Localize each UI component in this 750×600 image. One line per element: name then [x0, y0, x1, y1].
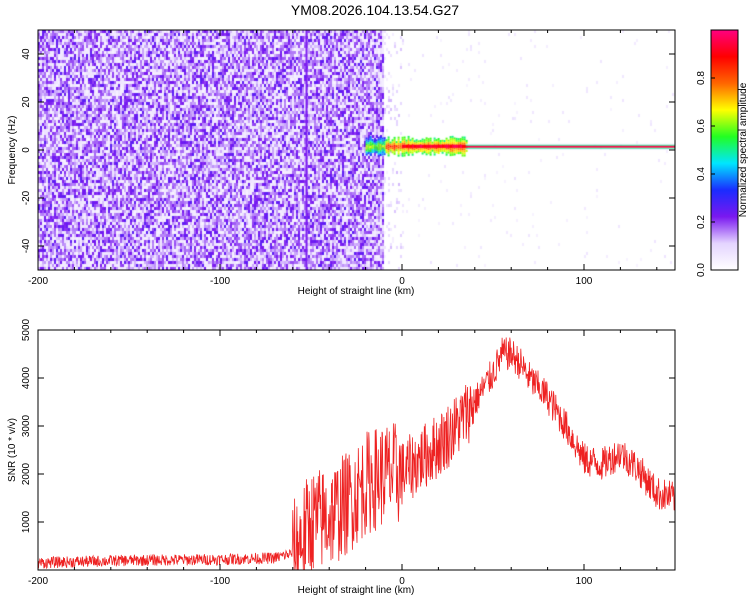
snr-x-tick-label: 100 — [576, 576, 593, 587]
colorbar-tick-label: 0.0 — [696, 263, 707, 277]
spectrogram-y-tick-label: -20 — [21, 190, 32, 205]
snr-y-tick-label: 4000 — [21, 366, 32, 389]
spectrogram-x-label: Height of straight line (km) — [298, 286, 415, 297]
spectrogram-y-tick-label: -40 — [21, 238, 32, 253]
colorbar-tick-label: 0.2 — [696, 215, 707, 229]
spectrogram-x-tick-label: -100 — [210, 276, 230, 287]
spectrogram-x-tick-label: -200 — [28, 276, 48, 287]
spectrogram-y-tick-label: 40 — [21, 48, 32, 60]
snr-y-tick-label: 3000 — [21, 414, 32, 437]
colorbar-ticks: 0.0 0.2 0.4 0.6 0.8 — [696, 71, 715, 277]
colorbar-tick-label: 0.4 — [696, 167, 707, 181]
figure-title: YM08.2026.104.13.54.G27 — [291, 2, 459, 18]
snr-x-tick-label: -200 — [28, 576, 48, 587]
snr-x-label: Height of straight line (km) — [298, 585, 415, 596]
snr-panel: -200 -100 0 100 1000 2000 3000 4000 5000 Height … — [7, 318, 676, 596]
spectrogram-y-tick-label: 20 — [21, 96, 32, 108]
spectrogram-y-tick-label: 0 — [21, 147, 32, 153]
spectrogram-plot-area — [38, 30, 675, 270]
colorbar-frame — [710, 29, 739, 271]
colorbar-tick-label: 0.8 — [696, 71, 707, 85]
snr-frame — [37, 329, 676, 571]
spectrogram-frame — [37, 29, 676, 271]
spectrogram-y-label: Frequency (Hz) — [7, 116, 18, 185]
colorbar: 0.0 0.2 0.4 0.6 0.8 Normalized spectral ampl… — [696, 29, 749, 277]
snr-y-label: SNR (10 * v/v) — [7, 418, 18, 482]
spectrogram-x-tick-label: 0 — [399, 276, 405, 287]
snr-y-tick-label: 1000 — [21, 510, 32, 533]
snr-line — [37, 337, 676, 570]
snr-series — [37, 337, 676, 570]
snr-y-tick-label: 5000 — [21, 318, 32, 341]
colorbar-gradient — [711, 30, 738, 270]
snr-y-tick-label: 2000 — [21, 462, 32, 485]
snr-ticks: -200 -100 0 100 1000 2000 3000 4000 5000 — [21, 318, 675, 587]
spectrogram-x-tick-label: 100 — [576, 276, 593, 287]
colorbar-label: Normalized spectral amplitude — [738, 82, 749, 217]
snr-x-tick-label: -100 — [210, 576, 230, 587]
colorbar-tick-label: 0.6 — [696, 119, 707, 133]
snr-x-tick-label: 0 — [399, 576, 405, 587]
